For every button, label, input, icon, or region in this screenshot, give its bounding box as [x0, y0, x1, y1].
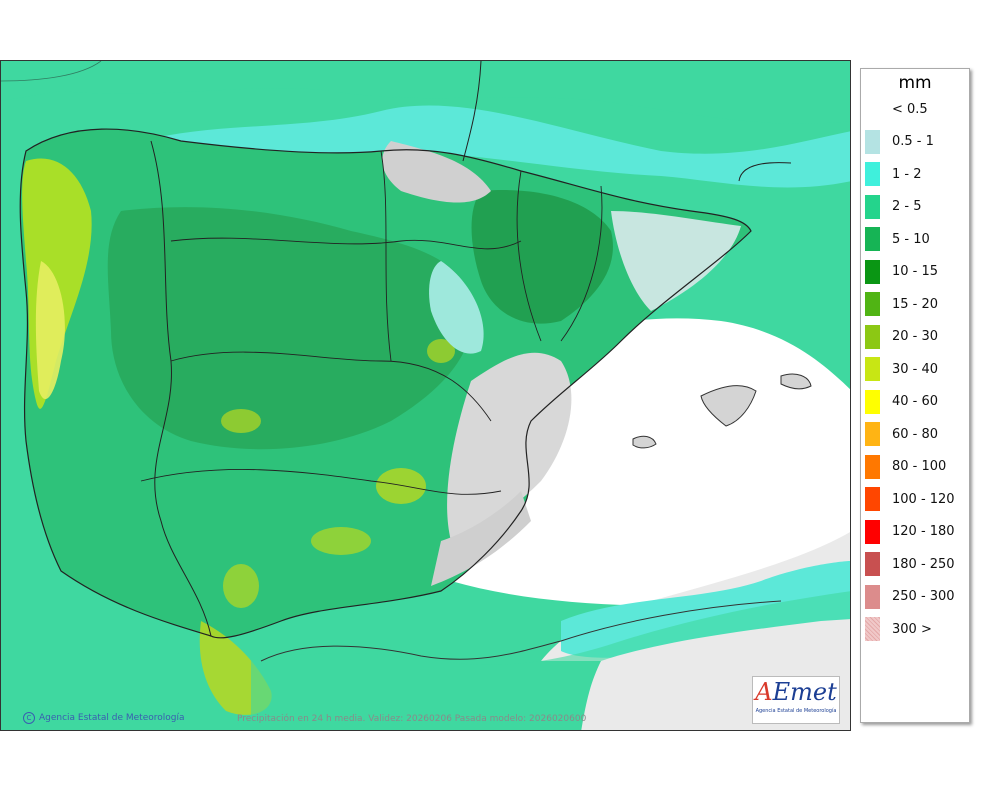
legend-item: 30 - 40 — [865, 357, 938, 381]
legend-swatch — [865, 487, 880, 511]
legend-label: 0.5 - 1 — [892, 134, 934, 149]
legend-item: 0.5 - 1 — [865, 129, 934, 154]
legend-item: 1 - 2 — [865, 162, 922, 186]
legend-swatch — [865, 129, 880, 154]
legend-swatch — [865, 259, 880, 284]
legend-item: 80 - 100 — [865, 454, 947, 479]
legend-swatch — [865, 389, 880, 414]
legend-unit: mm — [898, 73, 932, 93]
legend-swatch — [865, 454, 880, 479]
legend-label: 5 - 10 — [892, 231, 930, 247]
legend-label: 40 - 60 — [892, 394, 939, 409]
legend-swatch — [865, 162, 880, 186]
legend-item: 20 - 30 — [865, 324, 939, 349]
legend-item: 10 - 15 — [865, 259, 939, 284]
legend-item: 100 - 120 — [865, 487, 955, 511]
legend-label: < 0.5 — [892, 101, 928, 117]
legend-item: 5 - 10 — [865, 227, 930, 251]
logo-subtitle: Agencia Estatal de Meteorología — [755, 708, 837, 714]
copyright-icon: C — [23, 712, 35, 724]
precipitation-legend: mm < 0.5 0.5 - 1 1 - 2 2 - 5 5 - 10 10 - 15 15… — [860, 68, 970, 723]
precipitation-map[interactable]: C Agencia Estatal de Meteorología Precipi… — [0, 60, 851, 731]
legend-swatch — [865, 584, 880, 609]
map-caption: Precipitación en 24 h media. Validez: 20… — [237, 714, 587, 724]
agency-credit: C Agencia Estatal de Meteorología — [23, 712, 185, 724]
legend-swatch — [865, 519, 880, 544]
legend-swatch — [865, 324, 880, 349]
legend-item: 60 - 80 — [865, 422, 938, 446]
legend-item: < 0.5 — [865, 97, 928, 121]
legend-item: 180 - 250 — [865, 552, 955, 576]
legend-item: 15 - 20 — [865, 292, 938, 316]
legend-label: 30 - 40 — [892, 361, 939, 377]
legend-item: 2 - 5 — [865, 194, 922, 219]
legend-label: 250 - 300 — [892, 589, 955, 604]
legend-swatch — [865, 357, 880, 381]
credit-text: Agencia Estatal de Meteorología — [39, 713, 185, 723]
legend-label: 15 - 20 — [892, 296, 939, 312]
legend-swatch — [865, 97, 880, 121]
legend-label: 300 > — [892, 621, 932, 637]
legend-label: 1 - 2 — [892, 166, 922, 182]
legend-swatch — [865, 422, 880, 446]
legend-item: 120 - 180 — [865, 519, 955, 544]
legend-item: 40 - 60 — [865, 389, 939, 414]
legend-label: 20 - 30 — [892, 329, 939, 344]
aemet-logo: AEmet Agencia Estatal de Meteorología — [752, 676, 840, 724]
legend-label: 10 - 15 — [892, 264, 939, 279]
legend-swatch — [865, 194, 880, 219]
legend-label: 80 - 100 — [892, 459, 947, 474]
logo-text: AEmet — [755, 678, 837, 706]
legend-swatch — [865, 617, 880, 641]
legend-label: 120 - 180 — [892, 524, 955, 539]
legend-swatch — [865, 292, 880, 316]
legend-swatch — [865, 552, 880, 576]
legend-item: 250 - 300 — [865, 584, 955, 609]
legend-item: 300 > — [865, 617, 932, 641]
legend-label: 2 - 5 — [892, 199, 922, 214]
legend-label: 100 - 120 — [892, 491, 955, 507]
legend-swatch — [865, 227, 880, 251]
map-canvas — [1, 61, 850, 730]
legend-label: 180 - 250 — [892, 556, 955, 572]
legend-label: 60 - 80 — [892, 426, 939, 442]
